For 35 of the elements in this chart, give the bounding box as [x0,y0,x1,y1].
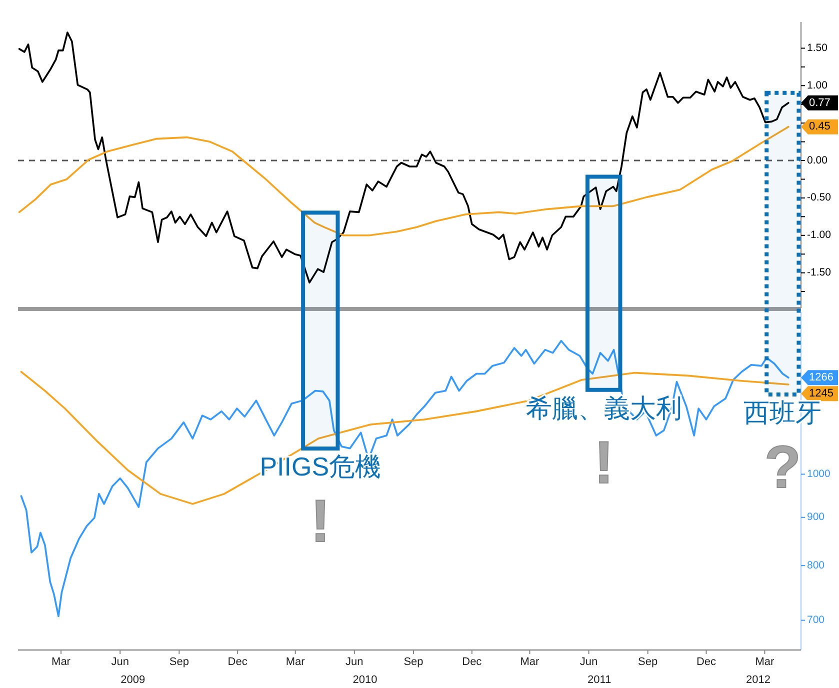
y-tick-label: 1.50 [807,42,828,54]
annotation: ! [594,429,614,496]
x-tick-label: Dec [696,656,717,668]
text: 2012 [746,674,771,686]
data-label: 1266 [809,372,834,384]
band-label: 西班牙 [744,398,822,428]
text: 2010 [352,674,378,686]
x-tick-label: Dec [462,656,482,668]
y-tick-label: 1.00 [807,79,828,92]
data-label: 1245 [809,388,834,400]
x-tick-label: Mar [755,656,774,668]
data-label: 0.77 [809,96,830,109]
annotation: ! [310,488,330,555]
y-tick-label: 700 [807,614,825,626]
x-tick-label: Sep [638,656,658,668]
x-tick-label: Sep [169,656,189,668]
x-tick-label: Jun [580,656,598,668]
x-tick-label: Dec [228,656,248,668]
y-tick-label: -0.50 [807,192,832,204]
y-tick-label: 0.00 [807,154,828,166]
y-tick-label: 1000 [807,468,831,480]
x-tick-label: Jun [111,656,129,668]
annotation: ? [764,434,801,501]
text: 2009 [120,674,146,686]
y-tick-label: -1.50 [807,266,832,279]
x-tick-label: Mar [286,656,306,668]
x-tick-label: Mar [52,656,71,668]
data-label: 0.45 [809,120,830,133]
text: 2011 [588,674,612,686]
x-tick-label: Jun [346,656,364,668]
y-tick-label: -1.00 [807,229,832,242]
y-tick-label: 900 [807,511,825,524]
x-tick-label: Mar [520,656,540,668]
y-tick-label: 800 [807,559,825,572]
x-tick-label: Sep [404,656,424,668]
